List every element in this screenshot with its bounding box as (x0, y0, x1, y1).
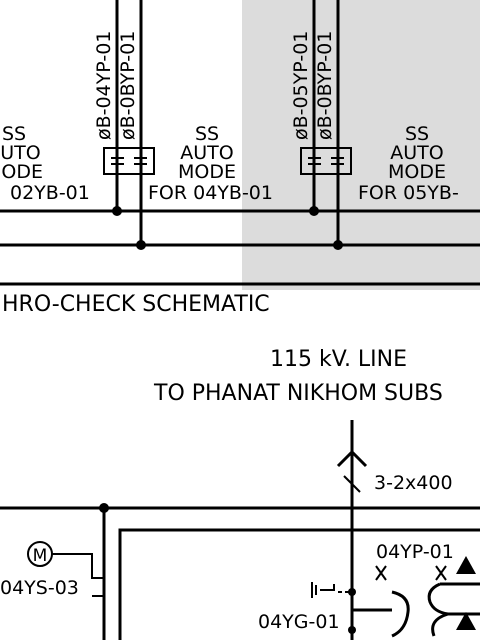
mode-text-left: SS AUTO MODE 02YB-01 (0, 123, 90, 204)
mode-line: MODE (0, 161, 43, 183)
line-title-2: TO PHANAT NIKHOM SUBS (153, 381, 443, 406)
mode-line: AUTO (0, 142, 41, 164)
mode-line: AUTO (180, 142, 233, 164)
pt-tick (435, 565, 447, 581)
mode-line: FOR 05YB- (358, 182, 459, 204)
junction-dot (333, 240, 343, 250)
mode-line: SS (405, 123, 429, 145)
section-title: HRO-CHECK SCHEMATIC (2, 292, 270, 317)
junction-dot (309, 206, 319, 216)
wire-label-0byp-left: øB-0BYP-01 (117, 31, 139, 140)
wire-label-04yp: øB-04YP-01 (93, 31, 115, 140)
mode-line: 02YB-01 (10, 182, 90, 204)
wire-label-0byp-right: øB-0BYP-01 (314, 31, 336, 140)
pt-coil-icon (431, 612, 449, 637)
switch-label-04ys: 04YS-03 (0, 577, 79, 599)
pt-label: 04YP-01 (376, 541, 454, 563)
mode-line: AUTO (390, 142, 443, 164)
mode-line: MODE (388, 161, 446, 183)
pt-coil-icon (391, 590, 410, 638)
contact-box-right (300, 147, 352, 175)
mode-text-right: SS AUTO MODE FOR 05YB- (358, 123, 459, 204)
junction-dot (112, 206, 122, 216)
conductor-label: 3-2x400 (374, 472, 453, 494)
mode-line: MODE (178, 161, 236, 183)
mode-line: SS (2, 123, 26, 145)
motor-symbol: M (33, 546, 48, 566)
pt-triangle-icon (456, 556, 476, 574)
contact-box-left (103, 147, 155, 175)
mode-line: FOR 04YB-01 (148, 182, 273, 204)
shaded-region (242, 0, 480, 290)
line-arrow-icon (336, 449, 368, 468)
junction-dot (348, 626, 356, 634)
junction-dot (136, 240, 146, 250)
station-boundary (118, 528, 480, 640)
mode-line: SS (195, 123, 219, 145)
pt-tick (375, 565, 387, 581)
wire-label-05yp: øB-05YP-01 (290, 31, 312, 140)
conductor-tick (343, 475, 361, 493)
ground-switch-label: 04YG-01 (258, 611, 340, 633)
motor-link (52, 553, 104, 579)
pt-coil-icon (427, 582, 449, 616)
ground-switch-blade (320, 584, 335, 591)
junction-dot (348, 588, 356, 596)
mode-text-center: SS AUTO MODE FOR 04YB-01 (148, 123, 273, 204)
pt-triangle-icon (456, 612, 476, 630)
line-title-1: 115 kV. LINE (270, 347, 407, 372)
